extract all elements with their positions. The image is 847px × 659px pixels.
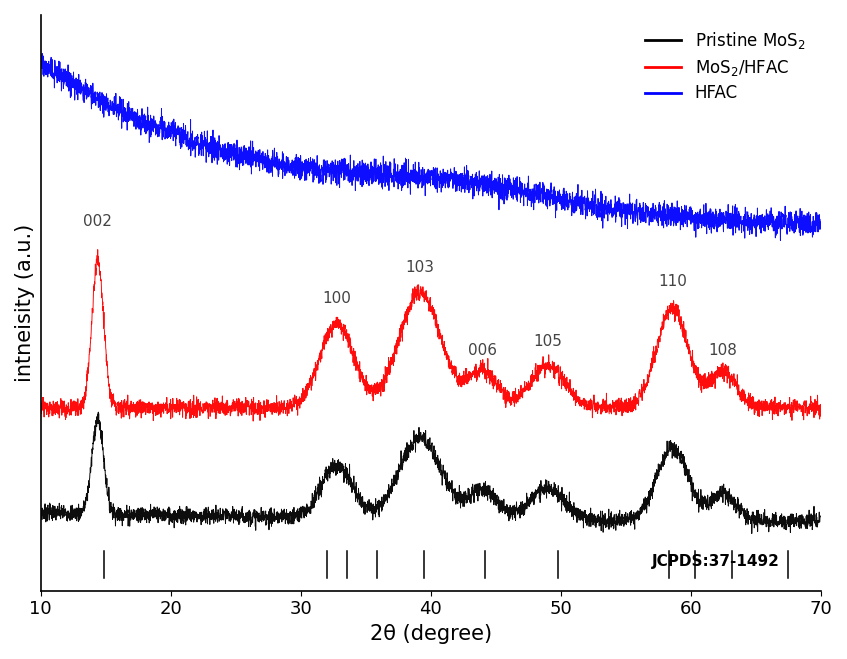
Text: 108: 108	[709, 343, 738, 358]
Text: 100: 100	[323, 291, 352, 306]
Text: 002: 002	[83, 214, 112, 229]
Text: 105: 105	[533, 333, 562, 349]
Text: 006: 006	[468, 343, 497, 358]
Legend: Pristine MoS$_2$, MoS$_2$/HFAC, HFAC: Pristine MoS$_2$, MoS$_2$/HFAC, HFAC	[638, 23, 812, 109]
Text: 103: 103	[406, 260, 435, 275]
Text: 110: 110	[658, 274, 687, 289]
Text: JCPDS:37-1492: JCPDS:37-1492	[651, 554, 779, 569]
X-axis label: 2θ (degree): 2θ (degree)	[369, 624, 491, 644]
Y-axis label: intneisity (a.u.): intneisity (a.u.)	[15, 224, 35, 382]
